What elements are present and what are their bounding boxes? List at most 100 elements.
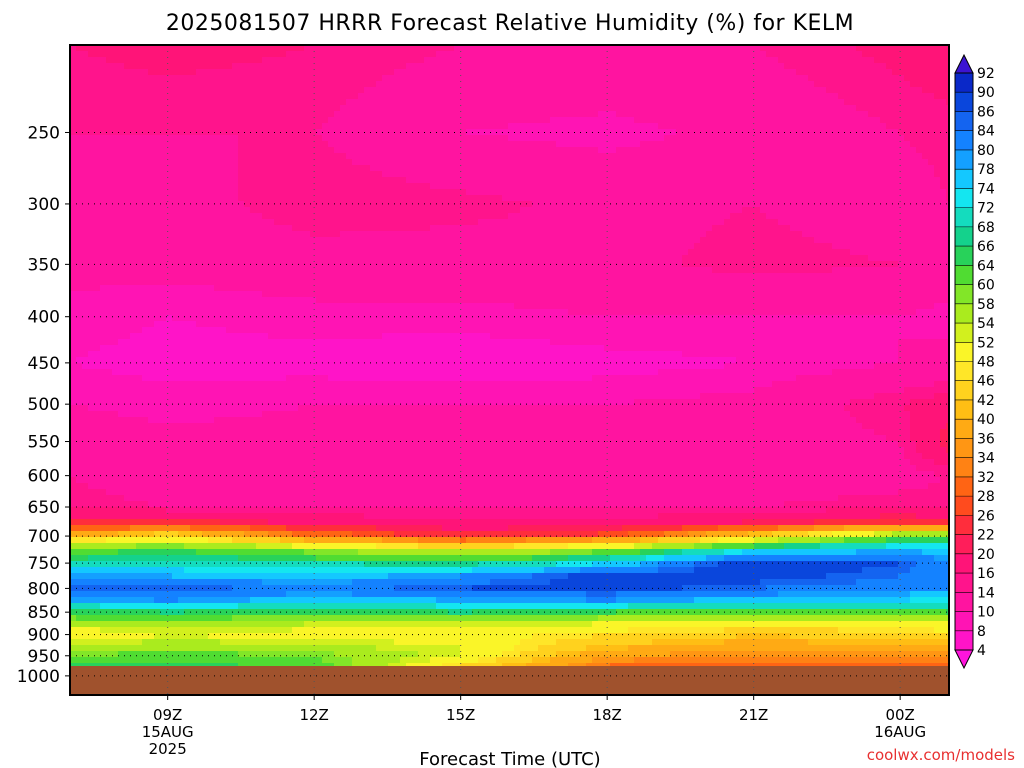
rh-cell bbox=[232, 195, 239, 202]
rh-cell bbox=[592, 45, 599, 52]
rh-cell bbox=[364, 87, 371, 94]
rh-cell bbox=[712, 171, 719, 178]
rh-cell bbox=[796, 165, 803, 172]
rh-cell bbox=[226, 111, 233, 118]
rh-cell bbox=[910, 45, 917, 52]
rh-cell bbox=[712, 177, 719, 184]
rh-cell bbox=[892, 75, 899, 82]
rh-cell bbox=[268, 141, 275, 148]
rh-cell bbox=[292, 189, 299, 196]
rh-cell bbox=[370, 81, 377, 88]
rh-cell bbox=[604, 183, 611, 190]
rh-cell bbox=[118, 123, 125, 130]
rh-cell bbox=[400, 135, 407, 142]
rh-cell bbox=[586, 75, 593, 82]
rh-cell bbox=[478, 51, 485, 58]
rh-cell bbox=[928, 129, 935, 136]
rh-cell bbox=[598, 57, 605, 64]
rh-cell bbox=[790, 183, 797, 190]
rh-cell bbox=[112, 81, 119, 88]
rh-cell bbox=[346, 135, 353, 142]
rh-cell bbox=[76, 75, 83, 82]
rh-cell bbox=[568, 81, 575, 88]
rh-cell bbox=[532, 81, 539, 88]
rh-cell bbox=[310, 231, 317, 238]
rh-cell bbox=[394, 87, 401, 94]
rh-cell bbox=[490, 147, 497, 154]
rh-cell bbox=[256, 213, 263, 220]
rh-cell bbox=[808, 225, 815, 232]
rh-cell bbox=[424, 225, 431, 232]
rh-cell bbox=[640, 219, 647, 226]
rh-cell bbox=[352, 147, 359, 154]
rh-cell bbox=[346, 75, 353, 82]
rh-cell bbox=[376, 63, 383, 70]
rh-cell bbox=[940, 99, 947, 106]
rh-cell bbox=[526, 93, 533, 100]
rh-cell bbox=[364, 111, 371, 118]
rh-cell bbox=[934, 135, 941, 142]
rh-cell bbox=[208, 213, 215, 220]
rh-cell bbox=[556, 177, 563, 184]
rh-cell bbox=[604, 213, 611, 220]
rh-cell bbox=[814, 237, 821, 244]
rh-cell bbox=[76, 171, 83, 178]
rh-cell bbox=[142, 165, 149, 172]
rh-cell bbox=[340, 87, 347, 94]
rh-cell bbox=[166, 63, 173, 70]
rh-cell bbox=[574, 231, 581, 238]
rh-cell bbox=[718, 87, 725, 94]
rh-cell bbox=[364, 171, 371, 178]
rh-cell bbox=[142, 219, 149, 226]
rh-cell bbox=[412, 81, 419, 88]
rh-cell bbox=[886, 189, 893, 196]
rh-cell bbox=[280, 129, 287, 136]
rh-cell bbox=[562, 69, 569, 76]
rh-cell bbox=[94, 165, 101, 172]
rh-cell bbox=[892, 51, 899, 58]
rh-cell bbox=[538, 129, 545, 136]
rh-cell bbox=[856, 129, 863, 136]
rh-cell bbox=[400, 123, 407, 130]
rh-cell bbox=[376, 93, 383, 100]
rh-cell bbox=[934, 141, 941, 148]
rh-cell bbox=[382, 207, 389, 214]
rh-cell bbox=[520, 81, 527, 88]
rh-cell bbox=[856, 69, 863, 76]
rh-cell bbox=[562, 63, 569, 70]
rh-cell bbox=[274, 129, 281, 136]
rh-cell bbox=[430, 75, 437, 82]
rh-cell bbox=[592, 207, 599, 214]
rh-cell bbox=[802, 219, 809, 226]
rh-cell bbox=[364, 183, 371, 190]
rh-cell bbox=[160, 141, 167, 148]
rh-cell bbox=[184, 159, 191, 166]
rh-cell bbox=[742, 45, 749, 52]
rh-cell bbox=[832, 189, 839, 196]
rh-cell bbox=[514, 63, 521, 70]
rh-cell bbox=[472, 171, 479, 178]
rh-cell bbox=[508, 135, 515, 142]
rh-cell bbox=[790, 111, 797, 118]
rh-cell bbox=[388, 213, 395, 220]
rh-cell bbox=[124, 123, 131, 130]
rh-cell bbox=[682, 159, 689, 166]
rh-cell bbox=[526, 147, 533, 154]
rh-cell bbox=[316, 99, 323, 106]
rh-cell bbox=[838, 117, 845, 124]
rh-cell bbox=[706, 63, 713, 70]
rh-cell bbox=[190, 51, 197, 58]
rh-cell bbox=[550, 141, 557, 148]
rh-cell bbox=[664, 171, 671, 178]
rh-cell bbox=[538, 141, 545, 148]
rh-cell bbox=[352, 75, 359, 82]
rh-cell bbox=[334, 159, 341, 166]
rh-cell bbox=[682, 141, 689, 148]
rh-cell bbox=[766, 177, 773, 184]
rh-cell bbox=[226, 153, 233, 160]
rh-cell bbox=[808, 69, 815, 76]
rh-cell bbox=[442, 201, 449, 208]
rh-cell bbox=[274, 153, 281, 160]
rh-cell bbox=[268, 99, 275, 106]
rh-cell bbox=[838, 183, 845, 190]
